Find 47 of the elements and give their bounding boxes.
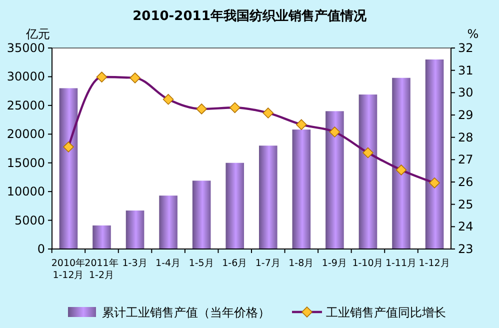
x-tick-label: 1-12月 [418,258,450,269]
bar [326,111,344,249]
y2-tick-label: 23 [458,242,474,256]
y-tick-label: 5000 [14,213,45,228]
y-tick-label: 0 [37,242,45,256]
chart-title: 2010-2011年我国纺织业销售产值情况 [132,8,368,24]
x-tick-label: 1-11月 [385,258,418,269]
x-tick-label: 1-8月 [288,258,314,269]
y2-tick-label: 32 [458,41,474,55]
y2-tick-label: 26 [458,175,474,189]
y-tick-label: 35000 [6,41,45,55]
y-tick-label: 15000 [6,156,45,170]
y2-tick-label: 30 [458,86,474,100]
bar [292,130,311,249]
x-tick-label: 2010年 1-12月 [51,257,86,281]
y2-tick-label: 24 [458,220,474,234]
y2-tick-label: 27 [458,152,474,167]
x-tick-label: 1-7月 [255,258,281,269]
bar [159,196,178,249]
y-axis-title: 亿元 [25,27,50,41]
bar [192,180,211,249]
bar [425,59,444,249]
y2-tick-label: 31 [458,63,474,78]
x-tick-label: 2011年 1-2月 [84,257,119,281]
y2-tick-label: 29 [458,108,474,122]
bar [59,88,78,249]
y2-tick-label: 25 [458,197,474,212]
bar [126,210,144,249]
bar [226,162,244,249]
y2-axis-title: % [467,27,479,41]
y-tick-label: 20000 [6,127,45,142]
x-tick-label: 1-10月 [352,258,384,269]
x-tick-label: 1-4月 [156,258,182,269]
bar [358,94,378,249]
x-tick-label: 1-6月 [222,258,248,269]
y-tick-label: 10000 [6,184,45,199]
bar [392,78,410,249]
y2-tick-label: 28 [458,130,474,144]
y-tick-label: 25000 [6,98,45,112]
legend-label: 工业销售产值同比增长 [326,306,446,320]
x-tick-label: 1-3月 [122,258,148,269]
y-tick-label: 30000 [6,70,45,84]
legend-label: 累计工业销售产值（当年价格） [102,306,270,320]
bar [92,225,111,249]
bar [258,146,278,249]
x-tick-label: 1-5月 [188,258,214,269]
x-tick-label: 1-9月 [322,258,348,269]
